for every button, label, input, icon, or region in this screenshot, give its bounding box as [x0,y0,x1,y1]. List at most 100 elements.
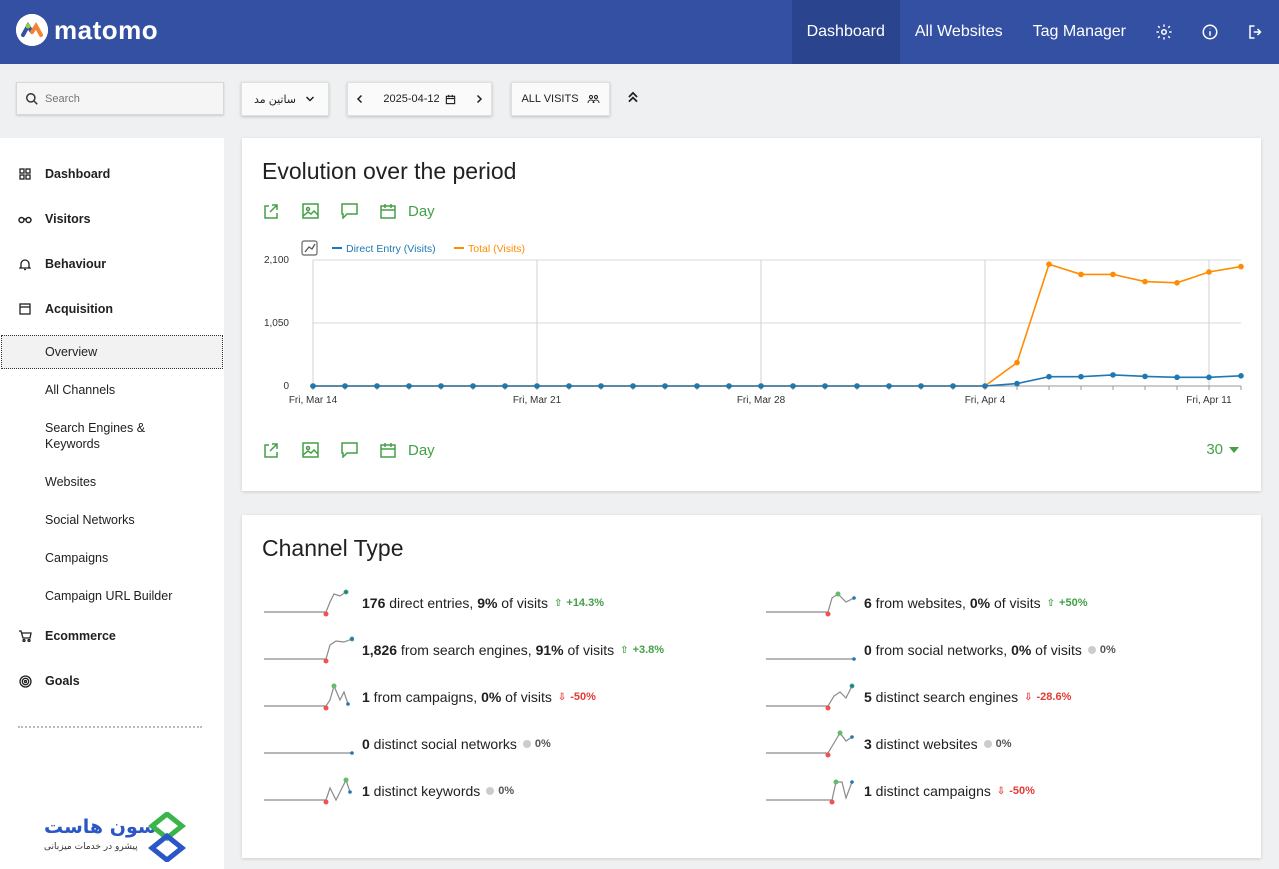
data-point [982,383,988,389]
double-chevron-up-icon [628,91,638,103]
data-point [470,383,476,389]
sidebar-item-behaviour[interactable]: Behaviour [18,257,106,271]
sidebar-sub-search-engines[interactable]: Search Engines & Keywords [45,421,146,451]
sidebar: Dashboard Visitors Behaviour Acquisition… [0,138,224,869]
metric-value: 1 [362,689,370,705]
legend-entry: Direct Entry (Visits) [346,243,436,255]
sidebar-item-goals[interactable]: Goals [18,674,80,688]
annotation-icon[interactable] [338,200,360,222]
date-selector: 2025-04-12 [347,82,492,116]
caret-down-icon [1229,446,1239,453]
date-picker-button[interactable]: 2025-04-12 [383,93,455,105]
sidebar-item-dashboard[interactable]: Dashboard [18,167,110,181]
search-input[interactable] [45,92,215,105]
trend-indicator: ⇧ +50% [1047,597,1088,609]
period-selector[interactable]: Day [377,439,435,461]
channel-metric-text: 1 from campaigns, 0% of visits [362,689,552,705]
arrow-up-icon: ⇧ [620,644,629,656]
sidebar-sub-all-channels[interactable]: All Channels [45,383,116,397]
neutral-dot-icon [486,787,495,795]
arrow-down-icon: ⇩ [1024,691,1033,703]
date-value: 2025-04-12 [383,93,440,105]
logo-mark-icon [16,14,48,46]
sparkline [264,636,354,664]
data-point [1238,263,1244,270]
sparkline [264,777,352,805]
period-selector[interactable]: Day [377,200,435,222]
matomo-logo[interactable]: matomo [16,14,158,46]
sidebar-item-acquisition[interactable]: Acquisition [18,302,113,316]
nav-tag-manager[interactable]: Tag Manager [1032,23,1126,40]
metric-value: 0 [362,736,370,752]
data-point [598,383,604,389]
trend-value: +3.8% [632,644,665,656]
search-box[interactable] [16,82,224,115]
data-point [1206,374,1212,381]
sidebar-sub-websites[interactable]: Websites [45,475,97,489]
metric-suffix: of visits [1031,642,1082,658]
data-point [502,383,508,389]
export-icon[interactable] [260,200,282,222]
bell-icon [18,257,32,271]
collapse-controls-button[interactable] [622,86,644,108]
info-icon[interactable] [1187,0,1233,64]
sidebar-sub-overview[interactable]: Overview [1,335,223,369]
trend-indicator: 0% [486,785,514,797]
channel-item-right-2: 5 distinct search engines ⇩ -28.6% [766,683,1071,711]
data-point [1014,359,1020,366]
channel-metric-text: 5 distinct search engines [864,689,1018,705]
site-selector[interactable]: ساتین مد [241,82,329,116]
sidebar-item-label: Acquisition [45,302,114,316]
arrow-up-icon: ⇧ [1046,597,1056,609]
channel-item-right-0: 6 from websites, 0% of visits ⇧ +50% [766,591,1088,617]
brand-subtitle: پیشرو در خدمات میزبانی [44,842,138,852]
trend-value: +14.3% [566,597,605,609]
image-icon[interactable] [299,200,321,222]
sidebar-sub-social-networks[interactable]: Social Networks [45,513,135,527]
brand-title: سون هاست [44,816,157,838]
data-point [822,383,828,389]
channel-item-left-1: 1,826 from search engines, 91% of visits… [264,636,665,664]
sparkline [766,730,854,758]
data-point [726,383,732,389]
channel-item-left-4: 1 distinct keywords 0% [264,777,514,805]
nav-dashboard[interactable]: Dashboard [791,0,900,64]
segment-selector[interactable]: ALL VISITS [511,82,610,116]
metric-percent: 0% [969,595,991,611]
data-point [1174,374,1180,381]
export-icon[interactable] [260,439,282,461]
evolution-card: Evolution over the period Day 0 1,050 2,10… [242,138,1261,491]
sidebar-sub-campaign-url-builder[interactable]: Campaign URL Builder [45,589,173,603]
metric-label: from campaigns, [369,689,482,705]
neutral-dot-icon [1087,646,1096,654]
sidebar-sub-campaigns[interactable]: Campaigns [45,551,109,565]
data-point [1110,372,1116,378]
metric-label: distinct social networks [369,736,517,752]
logout-icon[interactable] [1233,0,1279,64]
series-line [313,263,1242,387]
nav-all-websites[interactable]: All Websites [914,23,1003,40]
arrow-up-icon: ⇧ [554,597,563,609]
series-picker-glyph [304,243,316,253]
chevron-right-icon[interactable] [473,93,485,105]
arrow-down-icon: ⇩ [996,785,1006,797]
metric-suffix: of visits [501,689,552,705]
trend-indicator: 0% [983,738,1012,750]
calendar-icon [377,439,399,461]
chevron-left-icon[interactable] [354,93,366,105]
gear-icon[interactable] [1141,0,1187,64]
sidebar-item-visitors[interactable]: Visitors [18,212,91,226]
image-icon[interactable] [299,439,321,461]
data-point [1206,269,1212,275]
limit-selector[interactable]: 30 [1206,441,1239,458]
period-label: Day [408,441,435,459]
data-point [1238,373,1244,379]
metric-value: 3 [864,736,872,752]
sparkline [766,657,856,661]
sidebar-item-label: Behaviour [45,257,107,271]
sidebar-item-ecommerce[interactable]: Ecommerce [18,629,116,643]
target-icon [18,674,32,688]
top-nav: Dashboard All Websites Tag Manager [791,0,1279,64]
y-tick-label: 0 [283,381,289,392]
annotation-icon[interactable] [338,439,360,461]
